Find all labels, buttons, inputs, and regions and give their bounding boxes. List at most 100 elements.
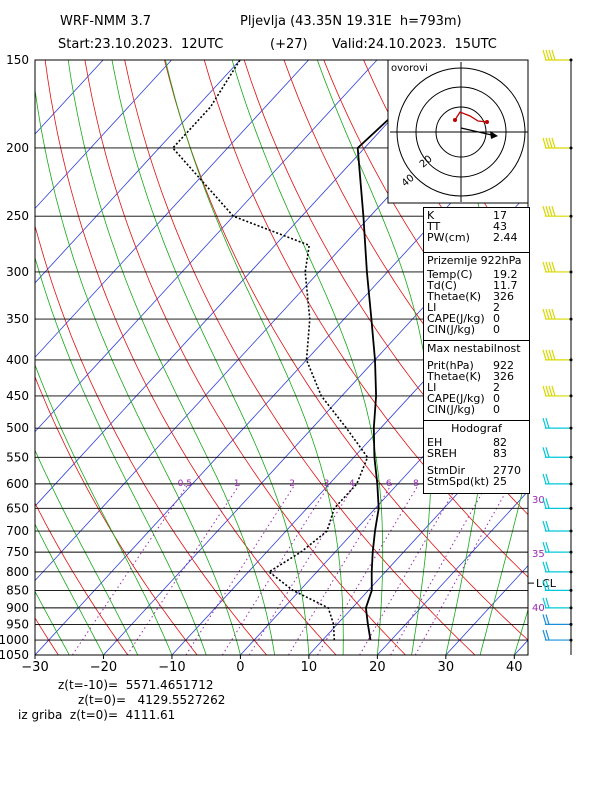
- pressure-tick-label: 850: [6, 583, 29, 597]
- height-t-minus10: z(t=-10)= 5571.4651712: [58, 678, 214, 692]
- mixing-ratio-line: [221, 483, 331, 655]
- pressure-tick-label: 600: [6, 477, 29, 491]
- wind-barb: [542, 261, 573, 274]
- wind-barb: [542, 349, 573, 362]
- isotherm-line: [35, 60, 241, 284]
- temperature-tick-label: −30: [21, 660, 48, 675]
- dewpoint-profile: [171, 60, 369, 641]
- wind-barb: [542, 520, 573, 533]
- pressure-tick-label: 450: [6, 389, 29, 403]
- mixing-ratio-line: [71, 483, 189, 655]
- pressure-tick-label: 550: [6, 450, 29, 464]
- pressure-tick-label: 400: [6, 353, 29, 367]
- isotherm-line: [35, 60, 378, 433]
- wind-speed-label: 40: [532, 603, 545, 614]
- wind-barb: [542, 597, 573, 610]
- skewt-chart: 1502002503003504004505005506006507007508…: [0, 49, 600, 675]
- pressure-tick-label: 1050: [0, 648, 29, 662]
- mixing-ratio-line: [126, 483, 241, 655]
- isotherm-line: [35, 60, 172, 210]
- pressure-tick-label: 250: [6, 209, 29, 223]
- temperature-tick-label: 10: [301, 660, 318, 675]
- isotherm-line: [171, 267, 528, 655]
- isotherm-line: [308, 416, 528, 655]
- height-t-zero: z(t=0)= 4129.5527262: [78, 693, 226, 707]
- mixing-ratio-label: 8: [413, 479, 419, 489]
- isotherm-line: [35, 60, 309, 358]
- wind-barb: [542, 614, 573, 626]
- hodograph-inset-label: ovorovi: [391, 63, 428, 74]
- dry-adiabat-line: [35, 224, 268, 655]
- wind-barb: [542, 308, 573, 321]
- pressure-tick-label: 350: [6, 312, 29, 326]
- dry-adiabat-line: [563, 60, 600, 655]
- mixing-ratio-label: 2: [289, 479, 295, 489]
- surface-title: Prizemlje 922hPa: [427, 254, 522, 267]
- wind-barb: [542, 206, 573, 218]
- pressure-tick-label: 1000: [0, 633, 29, 647]
- mixing-ratio-line: [288, 483, 393, 655]
- temperature-tick-label: 30: [438, 660, 455, 675]
- wind-barb: [542, 541, 573, 554]
- start-time: Start:23.10.2023. 12UTC: [58, 37, 224, 52]
- mixing-ratio-label: 3: [324, 479, 330, 489]
- forecast-offset: (+27): [270, 37, 308, 52]
- wind-barb: [542, 473, 573, 486]
- pressure-tick-label: 300: [6, 265, 29, 279]
- wind-barb: [542, 580, 573, 592]
- height-t-zero-grib: iz griba z(t=0)= 4111.61: [18, 708, 176, 722]
- wind-speed-label: 35: [532, 549, 545, 560]
- surface-box: Prizemlje 922hPa Temp(C) 19.2 Td(C) 11.7 T…: [423, 252, 530, 341]
- wind-barb: [542, 498, 573, 510]
- hodograph-title: Hodograf: [451, 422, 502, 435]
- valid-time: Valid:24.10.2023. 15UTC: [332, 37, 497, 52]
- isotherm-line: [35, 60, 446, 507]
- hodograph-box: Hodograf EH 82 SREH 83 StmDir 2770 StmSpd(k…: [423, 420, 530, 494]
- wind-barb: [542, 49, 573, 62]
- wind-barb: [542, 561, 573, 574]
- pressure-tick-label: 950: [6, 617, 29, 631]
- pressure-tick-label: 900: [6, 601, 29, 615]
- wind-speed-label: 30: [532, 495, 545, 506]
- pressure-tick-label: 200: [6, 141, 29, 155]
- wind-barb: [542, 417, 573, 430]
- isotherm-line: [583, 60, 600, 655]
- mixing-ratio-label: 4: [349, 479, 355, 489]
- temperature-tick-label: 40: [506, 660, 523, 675]
- wind-barb: [542, 629, 573, 642]
- hodograph-trace: [454, 111, 489, 123]
- temperature-profile: [356, 60, 453, 641]
- wind-barb: [542, 385, 573, 398]
- isotherm-line: [377, 490, 528, 655]
- pressure-tick-label: 500: [6, 421, 29, 435]
- max-instability-title: Max nestabilnost: [427, 342, 521, 355]
- wind-barb: [542, 447, 573, 459]
- mixing-ratio-line: [248, 483, 356, 655]
- mixing-ratio-line: [414, 483, 511, 655]
- wind-barb: [542, 137, 573, 150]
- temperature-tick-label: 20: [369, 660, 386, 675]
- dry-adiabat-line: [522, 60, 528, 70]
- hodograph-inset: ovorovi 20 40: [387, 59, 529, 204]
- pressure-tick-label: 700: [6, 524, 29, 538]
- pressure-tick-label: 750: [6, 545, 29, 559]
- moist-adiabat-line: [35, 86, 241, 655]
- model-name: WRF-NMM 3.7: [60, 14, 152, 29]
- temperature-tick-label: −10: [158, 660, 185, 675]
- indices-box: K 17 TT 43 PW(cm) 2.44: [423, 207, 530, 254]
- mixing-ratio-line: [185, 483, 296, 655]
- mixing-ratio-label: 0.5: [178, 479, 192, 489]
- mixing-ratio-line: [390, 483, 488, 655]
- storm-motion-arrow: [460, 127, 497, 137]
- temperature-tick-label: −20: [90, 660, 117, 675]
- mixing-ratio-label: 1: [234, 479, 240, 489]
- pressure-tick-label: 150: [6, 53, 29, 67]
- dry-adiabat-line: [35, 375, 198, 655]
- pressure-tick-label: 650: [6, 501, 29, 515]
- isotherm-line: [103, 192, 528, 655]
- station-name: Pljevlja (43.35N 19.31E h=793m): [240, 14, 462, 29]
- mixing-ratio-line: [316, 483, 420, 655]
- mixing-ratio-label: 6: [386, 479, 392, 489]
- pressure-tick-label: 800: [6, 565, 29, 579]
- temperature-tick-label: 0: [236, 660, 244, 675]
